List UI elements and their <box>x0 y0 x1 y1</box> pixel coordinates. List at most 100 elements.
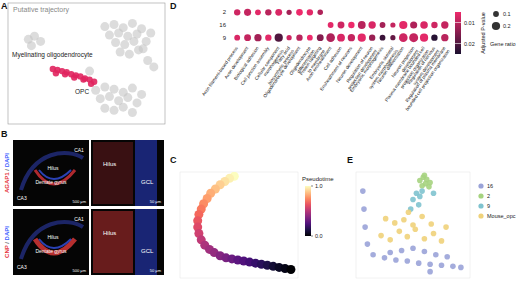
point <box>416 202 422 208</box>
plot-frame <box>8 3 165 124</box>
dot <box>317 10 323 16</box>
point <box>119 103 128 112</box>
point <box>378 233 384 239</box>
dot <box>410 21 417 28</box>
image-label: CA3 <box>17 195 27 201</box>
point <box>410 222 416 228</box>
point <box>110 85 119 94</box>
image-label: CA3 <box>17 264 27 270</box>
colorbar-tick <box>455 22 461 23</box>
dot <box>286 10 291 15</box>
stain-label: CNP / DAPI <box>4 226 10 258</box>
row-label: 2 <box>223 9 227 15</box>
image-label: CA1 <box>74 147 84 153</box>
legend-swatch <box>478 193 483 198</box>
dot <box>380 35 386 41</box>
stain-label-part: DAPI <box>4 226 10 242</box>
point <box>110 20 119 29</box>
point <box>405 234 411 240</box>
image-label: GCL <box>141 248 154 254</box>
dot <box>234 9 240 15</box>
category-label-line: Regulation of plasma membrane <box>404 45 446 103</box>
point <box>406 209 412 215</box>
point <box>419 214 425 220</box>
row-label: 9 <box>223 35 227 41</box>
panel-label: A <box>1 1 8 11</box>
point <box>100 22 109 31</box>
dot <box>296 9 303 16</box>
stain-label-part: CNP <box>4 245 10 258</box>
legend-label: 9 <box>487 203 490 209</box>
row-label: 16 <box>219 22 226 28</box>
dot <box>307 35 313 41</box>
dot <box>275 9 282 16</box>
point <box>116 48 125 57</box>
point <box>80 76 86 82</box>
point <box>125 50 134 59</box>
point <box>71 74 77 80</box>
point <box>419 188 425 194</box>
point <box>132 98 141 107</box>
size-legend-label: 0.1 <box>503 11 511 17</box>
stain-label-part: DAPI <box>4 153 10 169</box>
image-label: Hilus <box>103 230 116 236</box>
point <box>444 254 450 260</box>
point <box>439 262 445 268</box>
colorbar-title: Adjusted P-value <box>480 12 486 54</box>
point <box>393 257 399 263</box>
point <box>91 86 100 95</box>
point <box>129 37 138 46</box>
point <box>362 224 368 230</box>
point <box>439 238 445 244</box>
stain-label: AGAP1 / DAPI <box>4 153 10 193</box>
point <box>96 94 105 103</box>
dot <box>369 34 375 40</box>
dot <box>348 22 354 28</box>
colorbar <box>455 12 461 54</box>
point <box>134 45 143 54</box>
point <box>114 28 123 37</box>
tissue <box>135 140 157 206</box>
size-legend-title: Gene ratio <box>490 41 516 47</box>
legend-label: Mouse_opc <box>487 213 516 219</box>
point <box>128 19 137 28</box>
dot <box>399 21 407 29</box>
image-label: Hilus <box>47 234 59 240</box>
image-label: Dentate gyrus <box>35 248 67 254</box>
colorbar-tick-label: 0.0 <box>315 233 323 239</box>
plot-area <box>360 172 464 274</box>
tissue <box>39 170 71 179</box>
image-zoom <box>91 209 164 275</box>
point <box>85 67 94 76</box>
point <box>370 252 376 258</box>
point <box>120 40 129 49</box>
dot <box>286 35 291 40</box>
size-legend-dot <box>493 11 499 17</box>
legend-swatch <box>478 203 483 208</box>
point <box>365 241 371 247</box>
panel-label: D <box>170 1 177 11</box>
scale-bar-label: 50 μm <box>150 268 162 273</box>
point <box>428 221 434 227</box>
point <box>62 71 68 77</box>
tissue <box>35 239 75 253</box>
title: Putative trajectory <box>13 6 70 14</box>
point <box>105 92 114 101</box>
figure: ABCDEPutative trajectoryMyelinating olig… <box>0 0 520 284</box>
scale-bar-label: 50 μm <box>150 199 162 204</box>
colorbar-title: Pseudotime <box>302 176 334 182</box>
point <box>286 265 295 274</box>
dot <box>317 34 324 41</box>
point <box>427 261 433 267</box>
dot <box>265 9 271 15</box>
point <box>422 172 428 178</box>
point <box>450 264 456 270</box>
colorbar-tick-label: 1.0 <box>315 183 323 189</box>
point <box>401 217 407 223</box>
point <box>361 206 367 212</box>
image-label: Dentate gyrus <box>35 179 67 185</box>
point <box>405 258 411 264</box>
point <box>397 229 403 235</box>
point <box>100 83 109 92</box>
point <box>383 216 389 222</box>
